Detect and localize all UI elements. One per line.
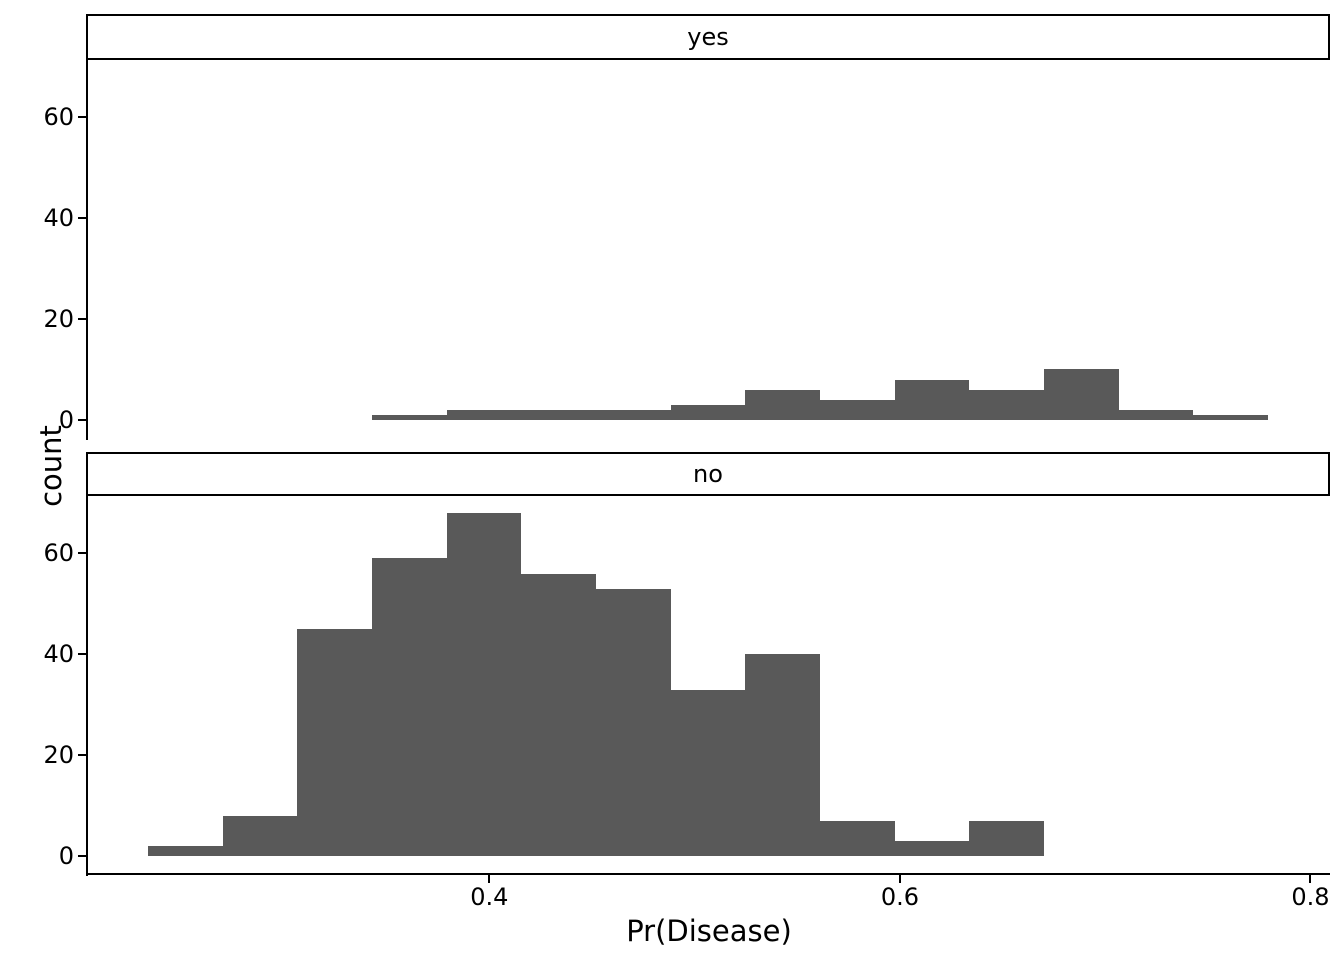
y-axis-line — [86, 60, 88, 440]
x-axis-line — [86, 873, 1330, 875]
y-tick-mark — [78, 318, 86, 321]
histogram-bar — [297, 629, 372, 856]
histogram-bar — [670, 689, 746, 856]
histogram-bar — [819, 399, 895, 420]
histogram-bar — [670, 404, 746, 420]
y-tick-label: 60 — [43, 103, 74, 132]
x-axis-title: Pr(Disease) — [626, 914, 792, 948]
y-tick-label: 0 — [58, 841, 74, 870]
y-tick-label: 40 — [43, 204, 74, 233]
facet-strip-yes: yes — [86, 14, 1330, 60]
histogram-bar — [1193, 414, 1268, 420]
histogram-bar — [819, 820, 895, 856]
histogram-bar — [446, 409, 522, 420]
histogram-bar — [969, 389, 1044, 420]
y-tick-label: 40 — [43, 640, 74, 669]
x-tick-mark — [1309, 875, 1312, 883]
histogram-bar — [595, 588, 671, 856]
x-tick-label: 0.6 — [880, 883, 919, 911]
facet-strip-no-label: no — [693, 460, 723, 488]
x-tick-mark — [488, 875, 491, 883]
histogram-bar — [371, 414, 447, 420]
x-tick-mark — [898, 875, 901, 883]
y-tick-mark — [78, 116, 86, 119]
y-tick-label: 0 — [58, 405, 74, 434]
x-tick-label: 0.8 — [1291, 883, 1330, 911]
y-tick-mark — [78, 754, 86, 757]
histogram-bar — [745, 389, 820, 420]
histogram-bar — [894, 379, 970, 420]
histogram-bar — [595, 409, 671, 420]
y-tick-mark — [78, 418, 86, 421]
facet-strip-yes-label: yes — [687, 23, 729, 51]
histogram-bar — [1118, 409, 1194, 420]
y-tick-mark — [78, 653, 86, 656]
y-tick-mark — [78, 217, 86, 220]
y-axis-title: count — [34, 425, 68, 507]
histogram-bar — [446, 513, 522, 856]
y-tick-mark — [78, 854, 86, 857]
histogram-bar — [521, 409, 596, 420]
histogram-bar — [222, 815, 298, 856]
y-axis-line — [86, 496, 88, 876]
histogram-bar — [371, 558, 447, 856]
histogram-bar — [147, 845, 223, 856]
y-tick-label: 20 — [43, 305, 74, 334]
histogram-bar — [969, 820, 1044, 856]
y-tick-label: 60 — [43, 539, 74, 568]
histogram-bar — [1043, 369, 1119, 420]
histogram-bar — [894, 840, 970, 856]
histogram-bar — [521, 573, 596, 856]
y-tick-mark — [78, 552, 86, 555]
histogram-bar — [745, 654, 820, 856]
facet-panel-yes — [88, 60, 1330, 437]
facet-strip-no: no — [86, 452, 1330, 496]
y-tick-label: 20 — [43, 741, 74, 770]
x-tick-label: 0.4 — [470, 883, 509, 911]
